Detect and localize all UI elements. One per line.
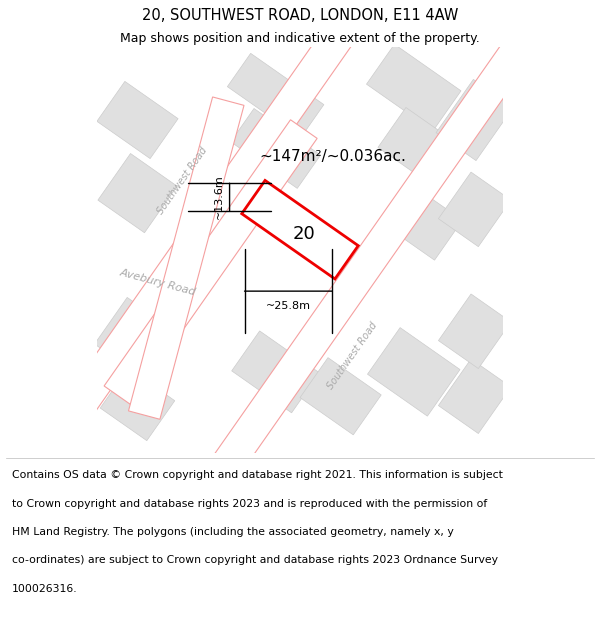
Polygon shape xyxy=(242,181,358,279)
Polygon shape xyxy=(0,0,394,518)
Polygon shape xyxy=(367,44,461,131)
Polygon shape xyxy=(149,15,548,566)
Text: 20: 20 xyxy=(293,225,316,242)
Polygon shape xyxy=(381,183,463,260)
Text: Avebury Road: Avebury Road xyxy=(119,268,197,298)
Polygon shape xyxy=(439,359,511,434)
Text: Southwest Road: Southwest Road xyxy=(155,146,209,216)
Polygon shape xyxy=(300,357,381,435)
Polygon shape xyxy=(439,172,511,247)
Text: to Crown copyright and database rights 2023 and is reproduced with the permissio: to Crown copyright and database rights 2… xyxy=(12,499,487,509)
Text: ~147m²/~0.036ac.: ~147m²/~0.036ac. xyxy=(259,149,406,164)
Polygon shape xyxy=(97,81,178,159)
Polygon shape xyxy=(98,154,177,232)
Polygon shape xyxy=(104,120,317,404)
Text: 20, SOUTHWEST ROAD, LONDON, E11 4AW: 20, SOUTHWEST ROAD, LONDON, E11 4AW xyxy=(142,8,458,22)
Text: ~13.6m: ~13.6m xyxy=(214,175,223,219)
Text: 100026316.: 100026316. xyxy=(12,584,77,594)
Polygon shape xyxy=(230,109,320,188)
Polygon shape xyxy=(227,53,324,138)
Text: Contains OS data © Crown copyright and database right 2021. This information is : Contains OS data © Crown copyright and d… xyxy=(12,470,503,480)
Polygon shape xyxy=(378,107,466,189)
Text: ~25.8m: ~25.8m xyxy=(266,301,311,311)
Polygon shape xyxy=(128,97,244,419)
Polygon shape xyxy=(439,294,511,369)
Polygon shape xyxy=(367,328,460,416)
Text: Southwest Road: Southwest Road xyxy=(326,320,380,391)
Polygon shape xyxy=(232,331,320,413)
Polygon shape xyxy=(100,368,175,441)
Polygon shape xyxy=(436,79,513,161)
Polygon shape xyxy=(95,298,181,381)
Text: Map shows position and indicative extent of the property.: Map shows position and indicative extent… xyxy=(120,32,480,45)
Text: co-ordinates) are subject to Crown copyright and database rights 2023 Ordnance S: co-ordinates) are subject to Crown copyr… xyxy=(12,556,498,566)
Text: HM Land Registry. The polygons (including the associated geometry, namely x, y: HM Land Registry. The polygons (includin… xyxy=(12,527,454,537)
